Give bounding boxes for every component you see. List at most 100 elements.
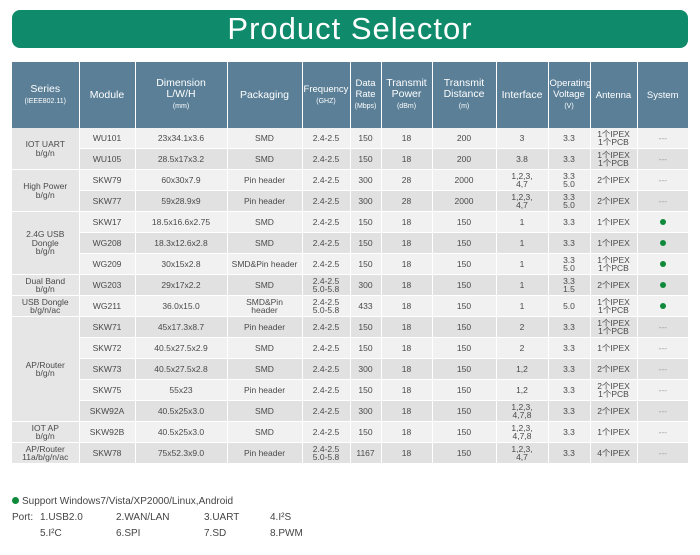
module-cell: SKW17 bbox=[79, 211, 136, 233]
table-row: IOT AP b/g/n SKW92B 40.5x25x3.0 SMD 2.4-2.5 1… bbox=[12, 421, 688, 443]
port-item: 3.UART bbox=[204, 512, 240, 523]
datarate-cell: 150 bbox=[350, 316, 382, 338]
power-cell: 18 bbox=[381, 358, 433, 380]
distance-cell: 150 bbox=[432, 421, 497, 443]
voltage-cell: 3.3 bbox=[548, 421, 591, 443]
antenna-cell: 1个IPEX 1个PCB bbox=[590, 148, 638, 170]
interface-cell: 1,2 bbox=[496, 379, 549, 401]
interface-cell: 3 bbox=[496, 128, 549, 149]
series-cell: AP/Router b/g/n bbox=[12, 316, 80, 422]
packaging-cell: SMD bbox=[227, 400, 303, 422]
series-cell: IOT UART b/g/n bbox=[12, 128, 80, 170]
datarate-cell: 150 bbox=[350, 337, 382, 359]
distance-cell: 150 bbox=[432, 232, 497, 254]
packaging-cell: SMD bbox=[227, 148, 303, 170]
series-cell: High Power b/g/n bbox=[12, 169, 80, 212]
table-row: SKW77 59x28.9x9 Pin header 2.4-2.5 300 28 2000… bbox=[12, 190, 688, 212]
interface-cell: 1,2,3, 4,7 bbox=[496, 169, 549, 191]
distance-cell: 150 bbox=[432, 274, 497, 296]
packaging-cell: SMD bbox=[227, 358, 303, 380]
antenna-cell: 1个IPEX 1个PCB bbox=[590, 128, 638, 149]
col-voltage: Operating Voltage (V) bbox=[548, 62, 591, 128]
packaging-cell: Pin header bbox=[227, 169, 303, 191]
system-cell bbox=[637, 295, 688, 317]
module-cell: WG203 bbox=[79, 274, 136, 296]
frequency-cell: 2.4-2.5 5.0-5.8 bbox=[302, 274, 351, 296]
module-cell: SKW72 bbox=[79, 337, 136, 359]
system-cell: --- bbox=[637, 421, 688, 443]
voltage-cell: 3.3 bbox=[548, 211, 591, 233]
support-line: Support Windows7/Vista/XP2000/Linux,Andr… bbox=[12, 494, 688, 510]
packaging-cell: Pin header bbox=[227, 442, 303, 464]
distance-cell: 200 bbox=[432, 128, 497, 149]
series-cell: USB Dongle b/g/n/ac bbox=[12, 295, 80, 317]
frequency-cell: 2.4-2.5 bbox=[302, 379, 351, 401]
voltage-cell: 3.3 bbox=[548, 316, 591, 338]
col-datarate: Data Rate (Mbps) bbox=[350, 62, 382, 128]
supported-dot-icon bbox=[659, 218, 666, 225]
module-cell: SKW75 bbox=[79, 379, 136, 401]
interface-cell: 1 bbox=[496, 274, 549, 296]
packaging-cell: SMD bbox=[227, 421, 303, 443]
antenna-cell: 1个IPEX bbox=[590, 232, 638, 254]
interface-cell: 2 bbox=[496, 316, 549, 338]
frequency-cell: 2.4-2.5 bbox=[302, 253, 351, 275]
datarate-cell: 150 bbox=[350, 253, 382, 275]
voltage-cell: 3.3 bbox=[548, 232, 591, 254]
system-cell: --- bbox=[637, 442, 688, 464]
series-cell: IOT AP b/g/n bbox=[12, 421, 80, 443]
voltage-cell: 5.0 bbox=[548, 295, 591, 317]
voltage-cell: 3.3 5.0 bbox=[548, 253, 591, 275]
page-title: Product Selector bbox=[227, 11, 473, 46]
system-cell: --- bbox=[637, 128, 688, 149]
col-dimension: Dimension L/W/H (mm) bbox=[135, 62, 228, 128]
module-cell: SKW71 bbox=[79, 316, 136, 338]
packaging-cell: SMD bbox=[227, 274, 303, 296]
datarate-cell: 300 bbox=[350, 400, 382, 422]
voltage-cell: 3.3 bbox=[548, 337, 591, 359]
power-cell: 18 bbox=[381, 379, 433, 401]
supported-dot-icon bbox=[659, 281, 666, 288]
footer: Support Windows7/Vista/XP2000/Linux,Andr… bbox=[12, 494, 688, 542]
table-row: High Power b/g/n SKW79 60x30x7.9 Pin header… bbox=[12, 169, 688, 212]
datarate-cell: 300 bbox=[350, 358, 382, 380]
table-row: SKW73 40.5x27.5x2.8 SMD 2.4-2.5 300 18 150 1,2 3… bbox=[12, 358, 688, 380]
distance-cell: 200 bbox=[432, 148, 497, 170]
table-row: SKW72 40.5x27.5x2.9 SMD 2.4-2.5 150 18 150 2 3.3… bbox=[12, 337, 688, 359]
datarate-cell: 150 bbox=[350, 211, 382, 233]
voltage-cell: 3.3 bbox=[548, 379, 591, 401]
col-frequency: Frequency (GHZ) bbox=[302, 62, 351, 128]
power-cell: 18 bbox=[381, 128, 433, 149]
system-cell: --- bbox=[637, 190, 688, 212]
frequency-cell: 2.4-2.5 bbox=[302, 421, 351, 443]
antenna-cell: 1个IPEX 1个PCB bbox=[590, 316, 638, 338]
title-banner: Product Selector bbox=[12, 10, 688, 48]
port-item: 7.SD bbox=[204, 528, 227, 539]
system-cell: --- bbox=[637, 316, 688, 338]
table-row: AP/Router b/g/n SKW71 45x17.3x8.7 Pin heade… bbox=[12, 316, 688, 422]
dimension-cell: 55x23 bbox=[135, 379, 228, 401]
voltage-cell: 3.3 bbox=[548, 128, 591, 149]
table-row: WG209 30x15x2.8 SMD&Pin header 2.4-2.5 150 18… bbox=[12, 253, 688, 275]
port-item: 8.PWM bbox=[270, 528, 303, 539]
system-dot-icon bbox=[12, 497, 19, 504]
dimension-cell: 18.3x12.6x2.8 bbox=[135, 232, 228, 254]
dimension-cell: 23x34.1x3.6 bbox=[135, 128, 228, 149]
datarate-cell: 150 bbox=[350, 232, 382, 254]
interface-cell: 1,2,3, 4,7 bbox=[496, 190, 549, 212]
dimension-cell: 36.0x15.0 bbox=[135, 295, 228, 317]
antenna-cell: 1个IPEX bbox=[590, 421, 638, 443]
dimension-cell: 75x52.3x9.0 bbox=[135, 442, 228, 464]
datarate-cell: 300 bbox=[350, 190, 382, 212]
power-cell: 18 bbox=[381, 232, 433, 254]
interface-cell: 1,2 bbox=[496, 358, 549, 380]
datarate-cell: 1167 bbox=[350, 442, 382, 464]
distance-cell: 2000 bbox=[432, 190, 497, 212]
supported-dot-icon bbox=[659, 239, 666, 246]
module-cell: WU101 bbox=[79, 128, 136, 149]
antenna-cell: 2个IPEX bbox=[590, 190, 638, 212]
packaging-cell: SMD bbox=[227, 128, 303, 149]
antenna-cell: 4个IPEX bbox=[590, 442, 638, 464]
datarate-cell: 300 bbox=[350, 274, 382, 296]
packaging-cell: SMD bbox=[227, 211, 303, 233]
